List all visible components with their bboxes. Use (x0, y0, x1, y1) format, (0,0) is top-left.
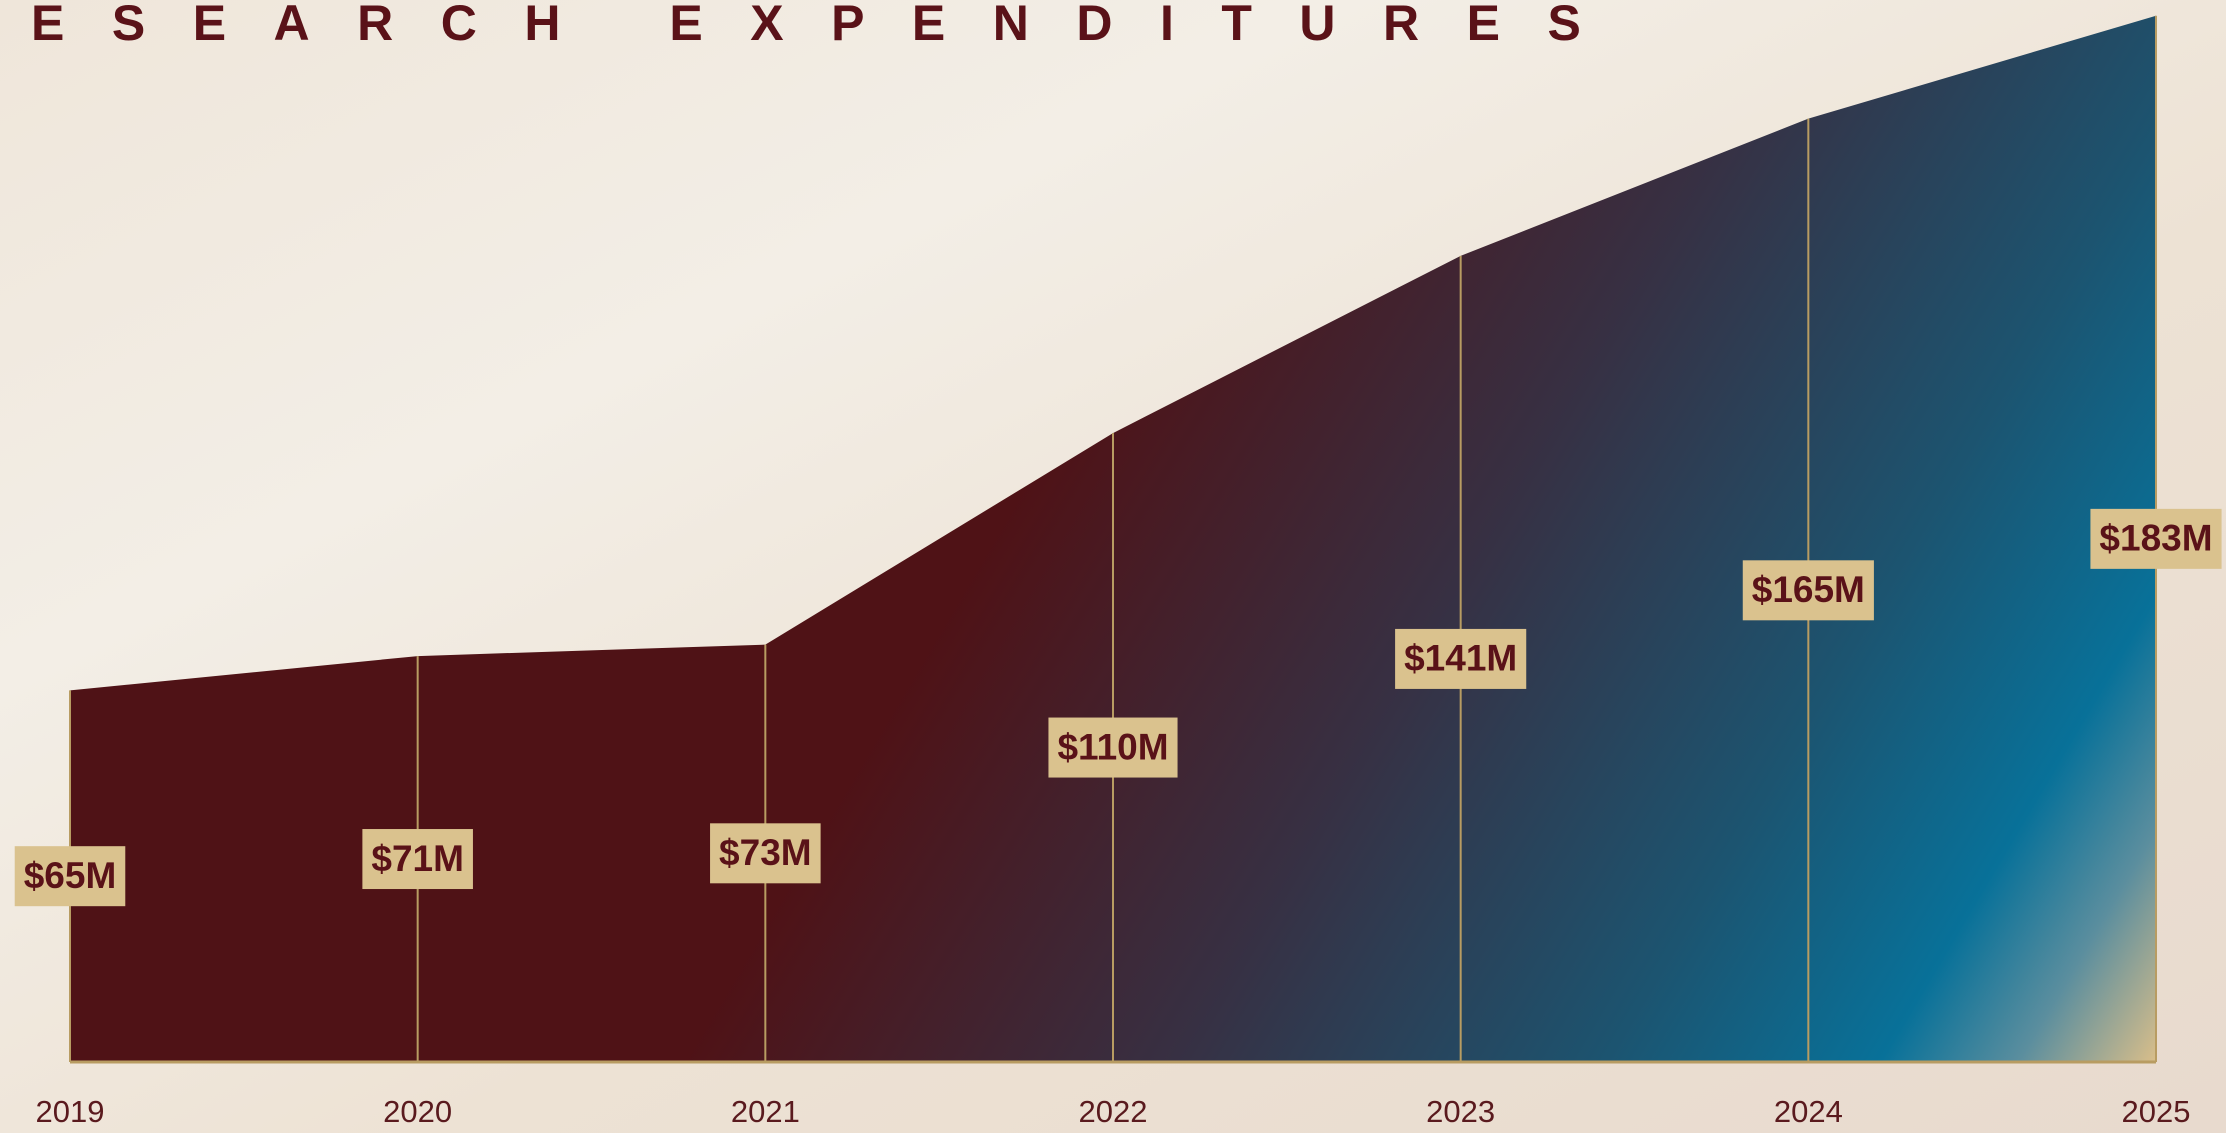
value-label-box (2090, 508, 2222, 569)
value-label: $71M (362, 829, 473, 890)
x-tick-label: 2019 (36, 1094, 105, 1129)
value-label-text: $73M (719, 832, 812, 873)
value-label-box (14, 846, 126, 907)
value-label-box (1395, 628, 1527, 689)
value-label-box (362, 829, 473, 890)
value-label-text: $183M (2099, 518, 2212, 559)
value-label: $65M (14, 846, 126, 907)
value-label-text: $110M (1057, 726, 1168, 767)
value-label: $141M (1395, 628, 1527, 689)
value-label-text: $71M (371, 838, 464, 879)
chart-title: ESEARCH EXPENDITURES (31, 0, 1628, 51)
value-label-box (710, 823, 821, 884)
x-tick-label: 2024 (1774, 1094, 1843, 1129)
value-label: $73M (710, 823, 821, 884)
x-tick-label: 2021 (731, 1094, 800, 1129)
x-tick-label: 2020 (383, 1094, 452, 1129)
value-label: $110M (1048, 717, 1178, 778)
value-label: $165M (1742, 560, 1874, 621)
x-tick-label: 2023 (1426, 1094, 1495, 1129)
value-label-box (1048, 717, 1178, 778)
value-label-text: $165M (1752, 569, 1865, 610)
value-label-text: $65M (24, 855, 117, 896)
x-tick-label: 2025 (2122, 1094, 2191, 1129)
value-label-box (1742, 560, 1874, 621)
value-label: $183M (2090, 508, 2222, 569)
x-tick-label: 2022 (1079, 1094, 1148, 1129)
value-label-text: $141M (1404, 638, 1517, 679)
